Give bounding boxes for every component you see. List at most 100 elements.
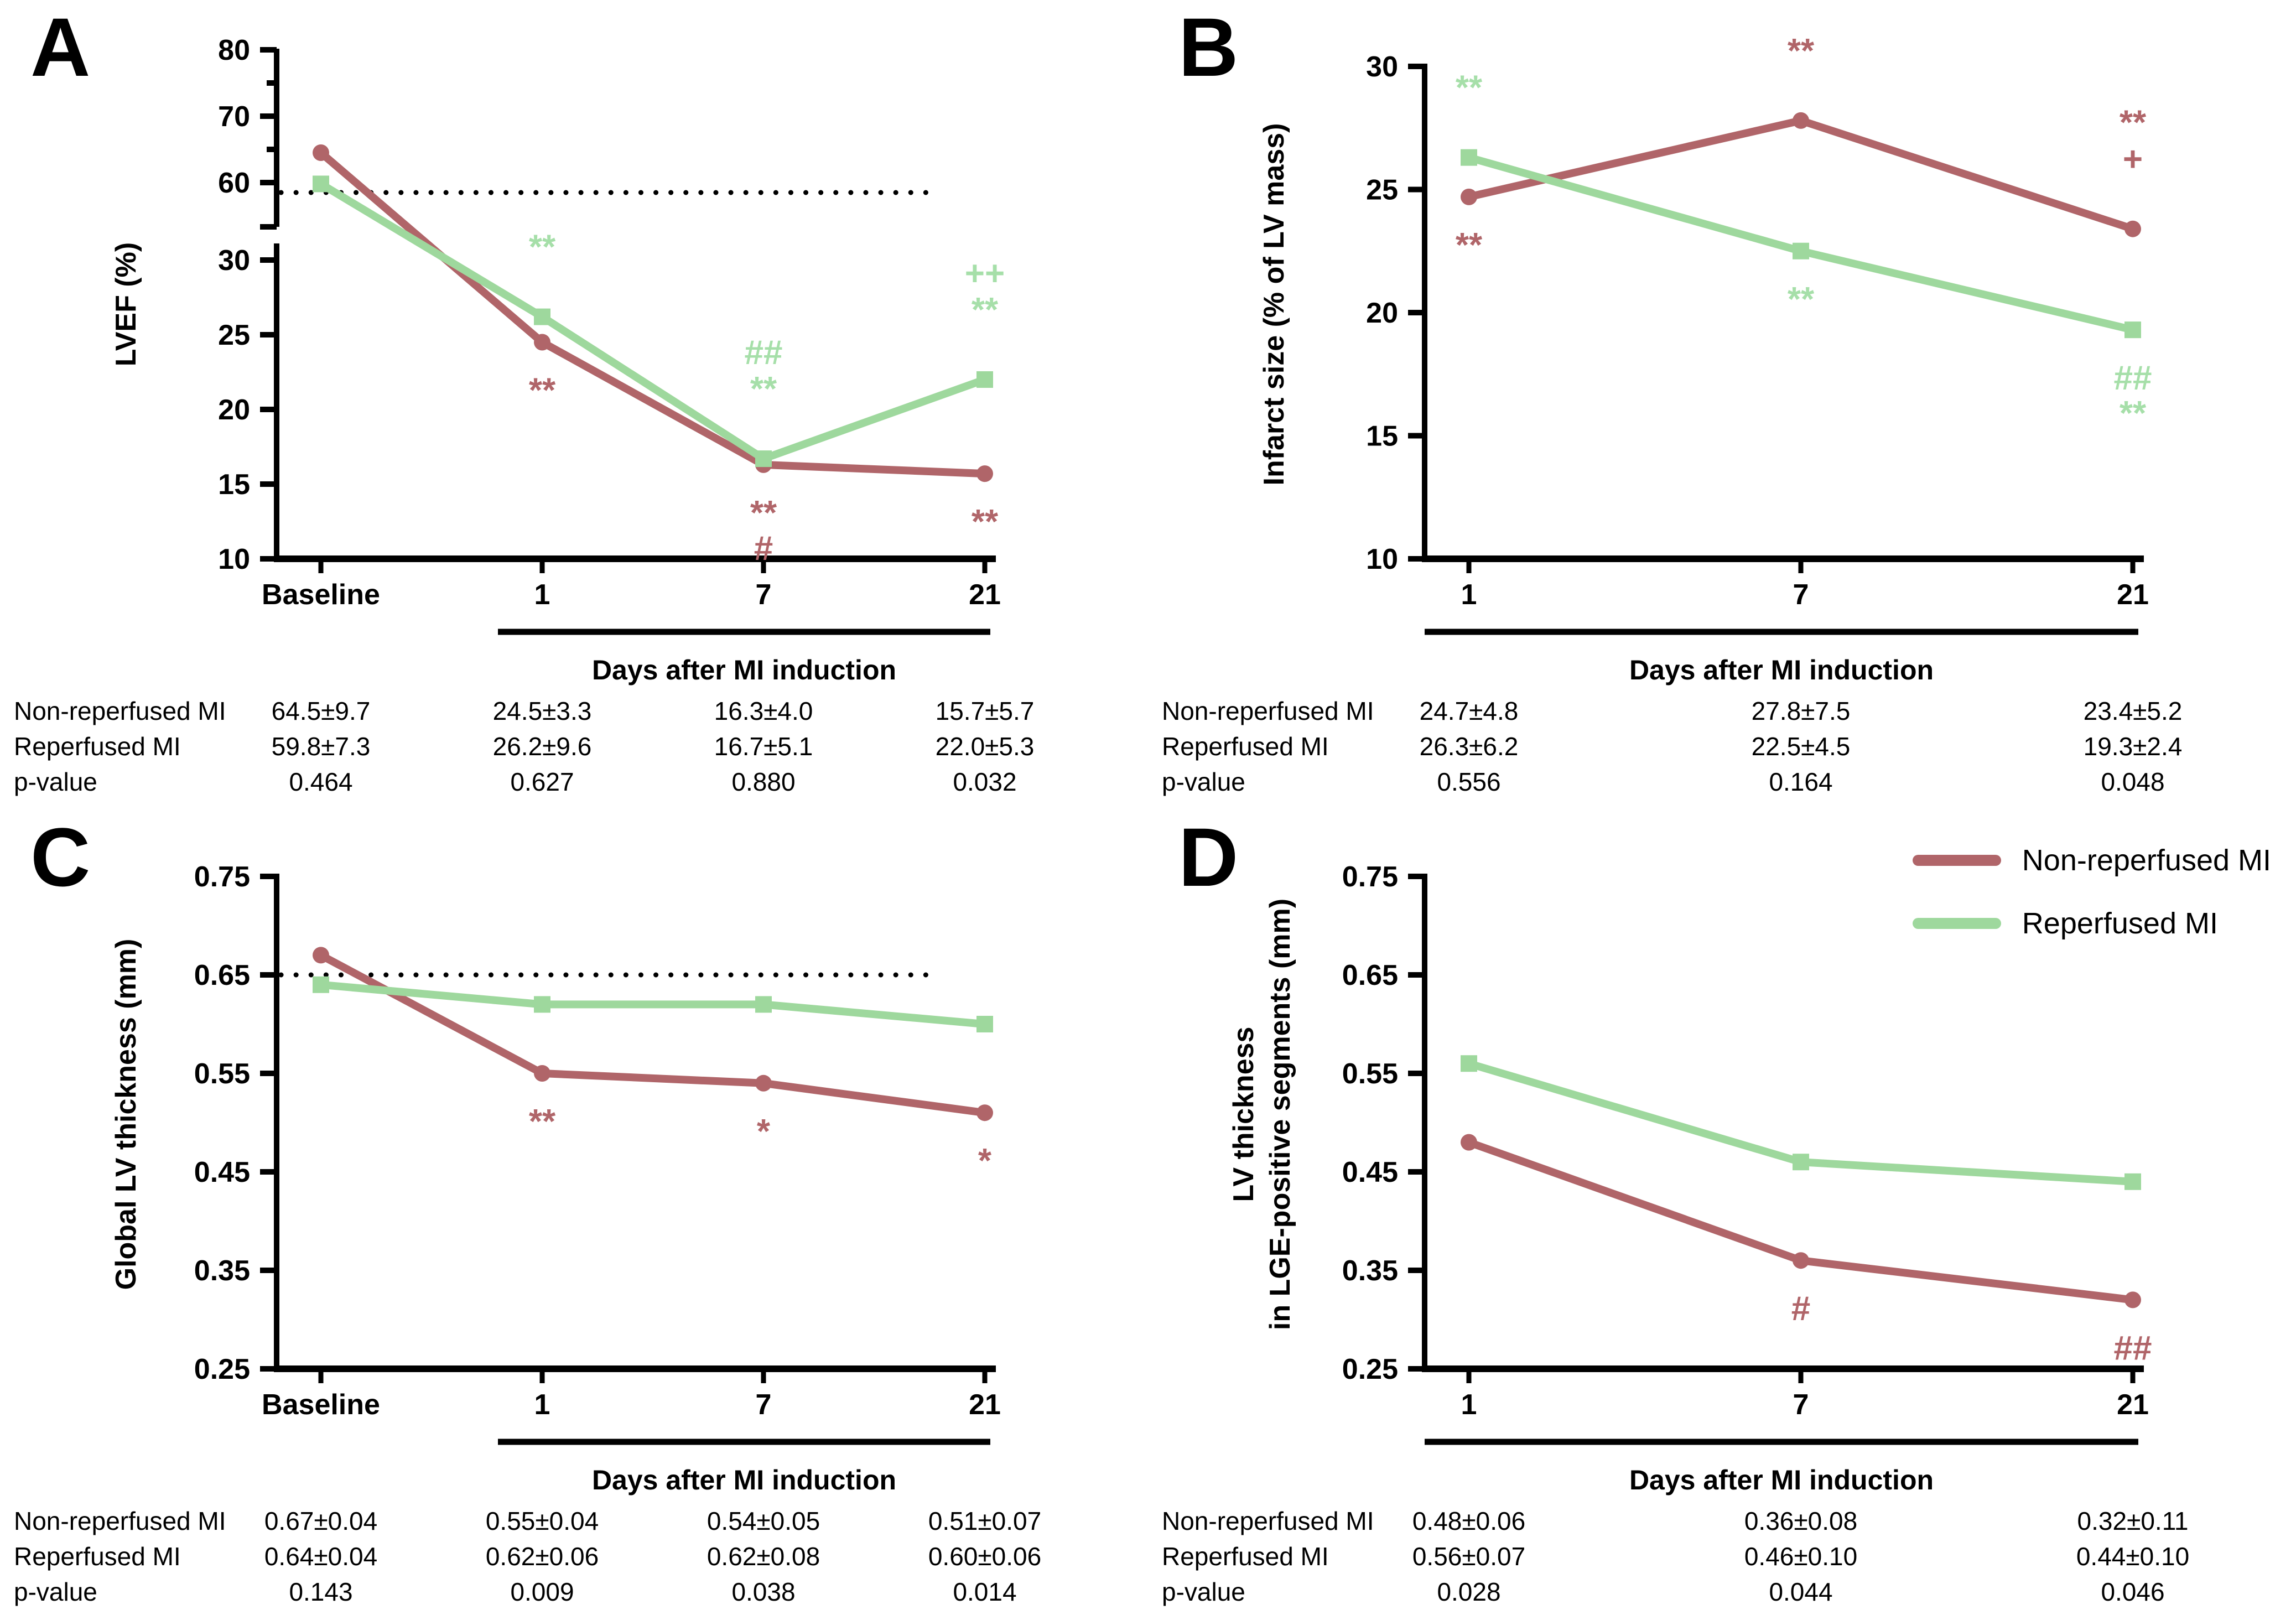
x-tick-label: 7 (1793, 579, 1809, 611)
significance-annotation: ** (529, 1103, 556, 1141)
y-tick-label: 30 (218, 245, 250, 277)
y-tick-label: 15 (1366, 420, 1398, 453)
table-cell: 0.556 (1437, 767, 1501, 796)
significance-annotation: ** (972, 503, 999, 541)
data-point-reperfused (976, 371, 993, 388)
y-tick-label: 0.65 (194, 959, 250, 991)
data-point-reperfused (313, 175, 329, 193)
x-tick-label: 1 (1461, 579, 1477, 611)
table-row-label: Non-reperfused MI (14, 1507, 226, 1535)
table-cell: 0.014 (953, 1577, 1017, 1606)
y-tick-label: 0.65 (1342, 959, 1398, 991)
significance-annotation: # (1791, 1290, 1810, 1328)
x-axis-title: Days after MI induction (1629, 655, 1934, 686)
significance-annotation: ## (745, 334, 783, 372)
data-point-reperfused (534, 996, 550, 1013)
table-cell: 24.7±4.8 (1419, 697, 1519, 725)
legend-label: Reperfused MI (2022, 907, 2218, 940)
x-tick-label: 7 (1793, 1389, 1809, 1421)
table-cell: 0.62±0.06 (485, 1542, 599, 1571)
x-tick-label: 21 (969, 1389, 1001, 1421)
table-cell: 0.038 (731, 1577, 796, 1606)
y-tick-label: 0.45 (194, 1156, 250, 1188)
panel-d-chart-host: 0.75 0.65 0.55 0.45 0.35 0.25 1 7 21 Days after M… (1148, 810, 2296, 1502)
y-tick-label: 0.25 (194, 1353, 250, 1385)
table-cell: 0.046 (2101, 1577, 2165, 1606)
panel-c-global-lv-thickness: C 0.75 0.65 0.55 0.45 0.35 0.25 Baseline 1 7 21 Da… (0, 810, 1148, 1620)
data-point-reperfused (976, 1016, 993, 1032)
significance-annotation: # (754, 529, 773, 568)
panel-a-letter: A (30, 1, 91, 94)
panel-b-chart: 30 25 20 15 10 1 7 21 Days after MI induction Inf… (1258, 32, 2152, 686)
x-tick-label: 1 (534, 579, 550, 611)
x-axis (1422, 1365, 2144, 1383)
x-axis (274, 1365, 996, 1383)
significance-annotation: * (978, 1142, 992, 1180)
series-line-non_reperfused (317, 951, 989, 1117)
table-cell: 22.0±5.3 (935, 732, 1035, 761)
table-cell: 0.009 (510, 1577, 574, 1606)
series-line-reperfused (317, 980, 989, 1028)
significance-annotation: ** (1456, 69, 1483, 107)
table-cell: 0.48±0.06 (1412, 1507, 1526, 1535)
panel-a-chart: 80 70 60 30 25 20 15 10 Baseline 1 7 21 Days after M… (110, 34, 1005, 686)
legend-item-reperfused: Reperfused MI (1912, 906, 2271, 941)
y-tick-label: 0.35 (194, 1255, 250, 1287)
x-tick-label: 1 (534, 1389, 550, 1421)
panel-d-lge-lv-thickness: D 0.75 0.65 0.55 0.45 0.35 0.25 1 7 21 Days after… (1148, 810, 2296, 1620)
panel-b-chart-host: 30 25 20 15 10 1 7 21 Days after MI induction Inf… (1148, 0, 2296, 692)
y-axis-title: LVEF (%) (110, 242, 142, 366)
table-cell: 0.32±0.11 (2077, 1507, 2189, 1535)
table-cell: 19.3±2.4 (2083, 732, 2183, 761)
table-row-label: p-value (14, 767, 97, 796)
table-cell: 0.55±0.04 (485, 1507, 599, 1535)
table-cell: 15.7±5.7 (935, 697, 1035, 725)
y-tick-label: 0.55 (1342, 1058, 1398, 1090)
table-cell: 23.4±5.2 (2083, 697, 2183, 725)
y-tick-label: 0.55 (194, 1058, 250, 1090)
table-row-label: Reperfused MI (1162, 1542, 1329, 1571)
data-point-reperfused (755, 996, 772, 1013)
significance-annotation: ## (2114, 1329, 2152, 1367)
table-row-label: Reperfused MI (14, 1542, 181, 1571)
data-point-reperfused (1793, 242, 1809, 259)
x-axis (1422, 555, 2144, 573)
significance-annotation: ++ (965, 255, 1005, 293)
significance-annotation: ## (2114, 359, 2152, 397)
table-cell: 0.67±0.04 (264, 1507, 378, 1535)
x-tick-label: Baseline (262, 1389, 380, 1421)
series-line-reperfused (317, 180, 989, 463)
y-tick-label: 0.45 (1342, 1156, 1398, 1188)
data-point-non_reperfused (976, 1104, 993, 1121)
x-tick-label: 7 (756, 1389, 772, 1421)
table-cell: 0.464 (289, 767, 353, 796)
data-point-non_reperfused (755, 1074, 772, 1092)
x-axis-title: Days after MI induction (1629, 1465, 1934, 1496)
panel-b-letter: B (1178, 1, 1239, 94)
y-tick-label: 0.75 (194, 861, 250, 893)
y-axis (1408, 874, 1427, 1372)
data-point-non_reperfused (1793, 112, 1809, 129)
x-axis (274, 555, 996, 573)
y-tick-label: 0.75 (1342, 861, 1398, 893)
significance-annotation: ** (1788, 32, 1815, 70)
significance-annotation: ** (2120, 104, 2147, 142)
panel-c-letter: C (30, 811, 91, 904)
significance-annotation: ** (1788, 281, 1815, 319)
y-tick-label: 25 (218, 319, 250, 351)
data-point-non_reperfused (534, 334, 550, 351)
table-row-label: Reperfused MI (14, 732, 181, 761)
significance-annotation: ** (972, 291, 999, 329)
data-point-reperfused (755, 450, 772, 468)
data-point-reperfused (534, 308, 550, 325)
x-tick-label: 1 (1461, 1389, 1477, 1421)
significance-annotation: ** (1456, 226, 1483, 264)
y-tick-label: 60 (218, 167, 250, 199)
table-cell: 64.5±9.7 (271, 697, 371, 725)
y-axis (260, 874, 279, 1372)
y-tick-label: 30 (1366, 51, 1398, 83)
table-row-label: Reperfused MI (1162, 732, 1329, 761)
table-cell: 0.880 (731, 767, 796, 796)
table-cell: 0.032 (953, 767, 1017, 796)
table-cell: 0.64±0.04 (264, 1542, 378, 1571)
